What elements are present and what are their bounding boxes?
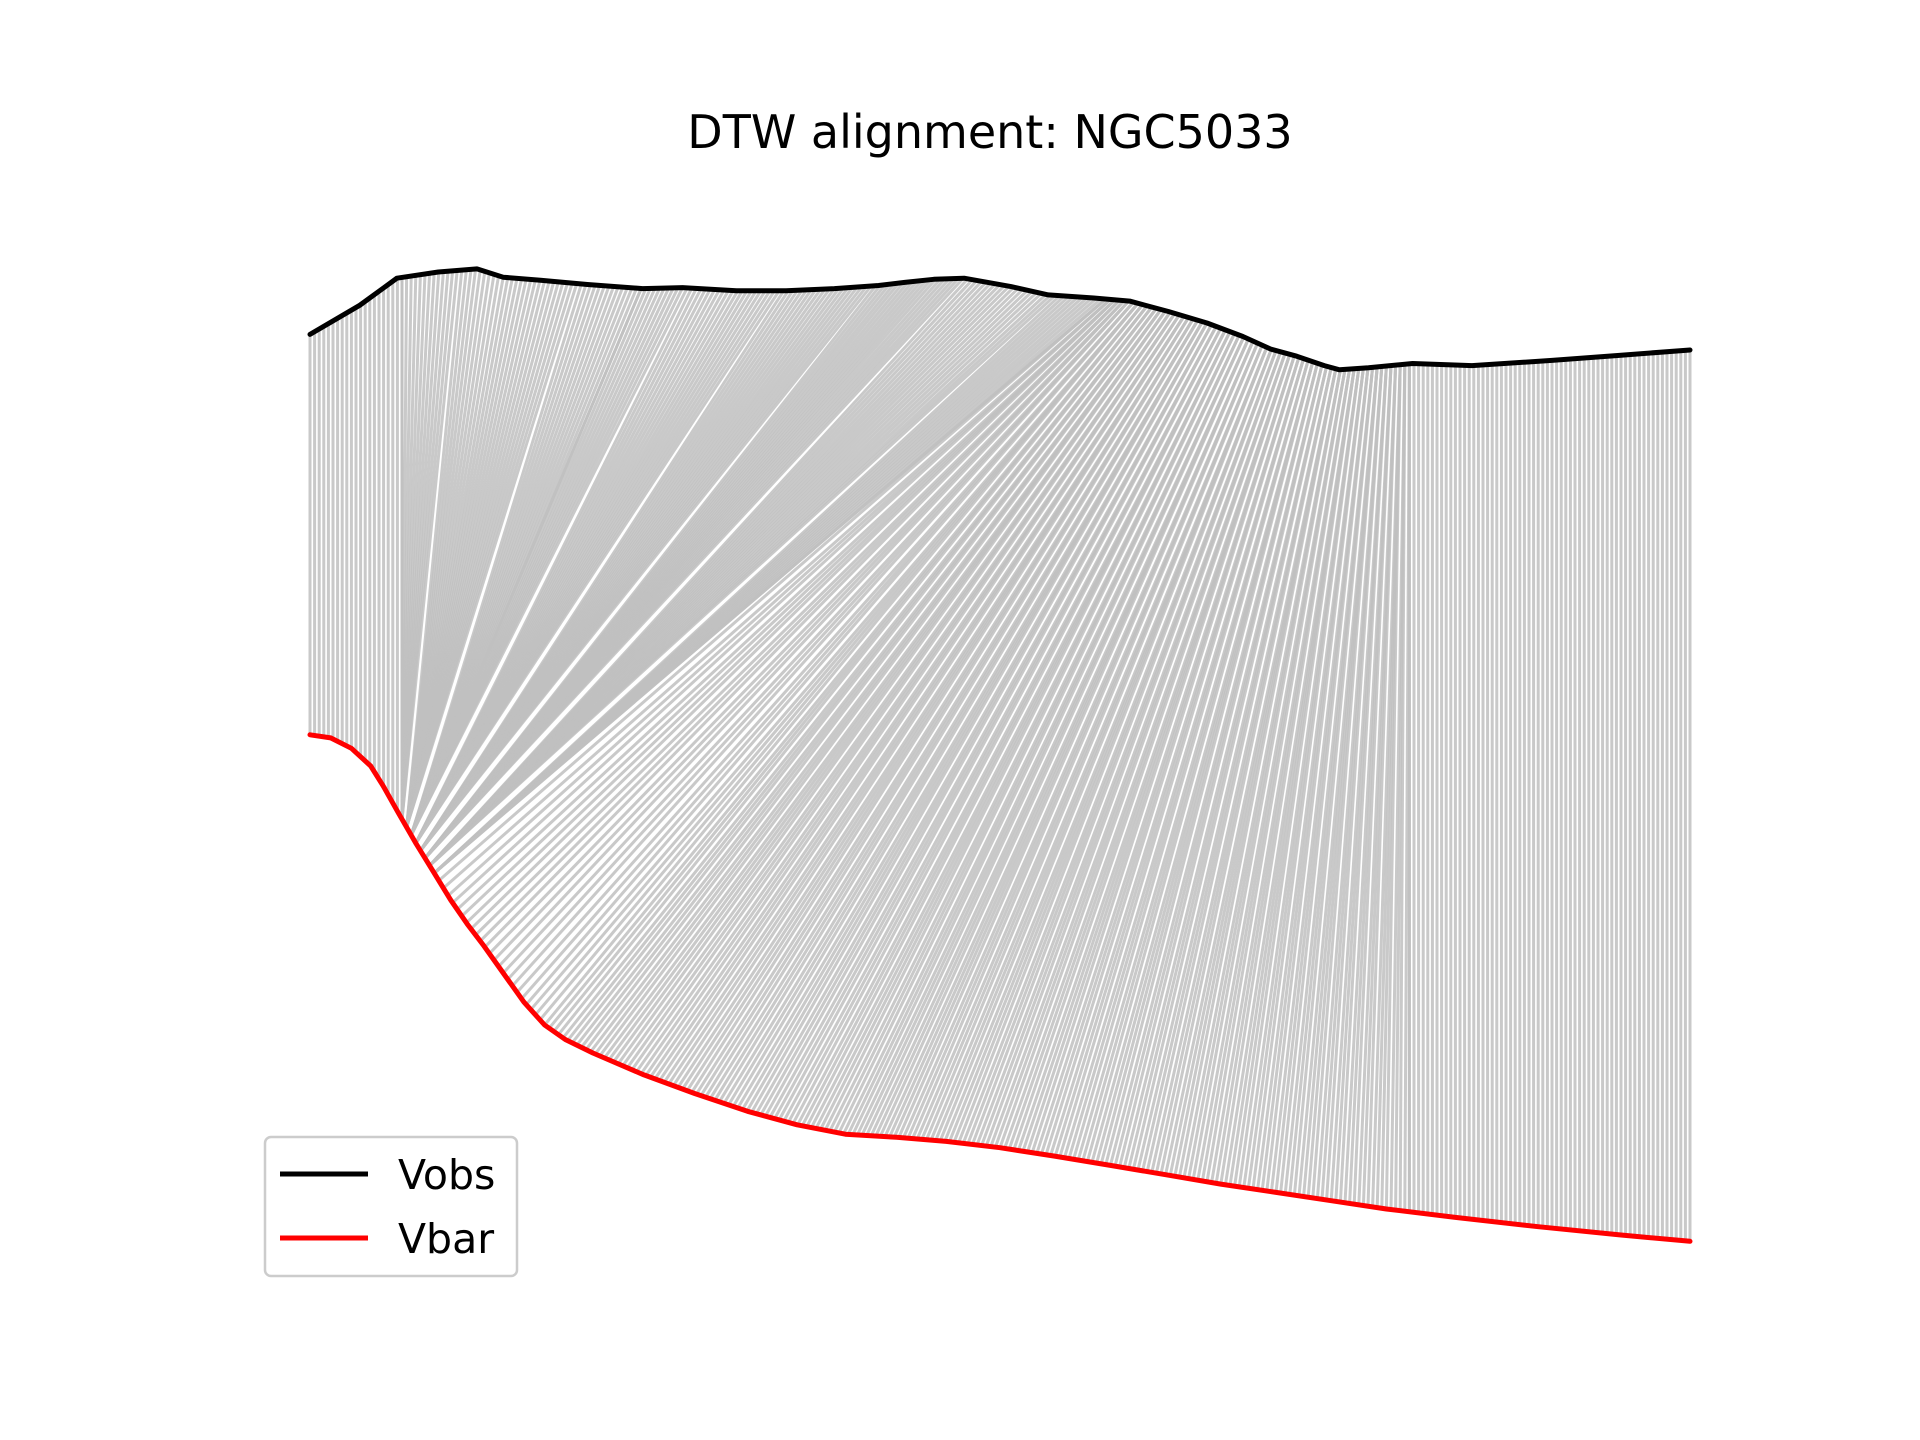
alignment-line [497,299,1126,968]
series-line-vobs [307,266,1693,373]
alignment-line [1012,352,1287,1151]
chart-title: DTW alignment: NGC5033 [687,105,1292,159]
alignment-line [777,323,1213,1121]
alignment-line [409,287,689,836]
alignment-line [630,309,1167,1071]
alignment-line [658,312,1177,1082]
series-line-vbar [307,732,1693,1244]
alignment-line [690,315,1186,1094]
alignment-line [970,348,1273,1146]
alignment-line [525,301,1135,1006]
alignment-line [469,298,1117,930]
legend-label-vbar: Vbar [398,1215,494,1263]
alignment-line [511,299,1130,987]
alignment-line [897,338,1250,1139]
alignment-line [543,302,1140,1026]
alignment-line [957,346,1269,1144]
alignment-line [731,319,1200,1108]
alignment-line [718,318,1195,1103]
alignment-line [1325,366,1384,1201]
legend-label-vobs: Vobs [398,1151,495,1199]
alignment-line [1030,353,1292,1154]
alignment-line [805,327,1223,1128]
alignment-line [837,330,1232,1134]
alignment-line [1251,368,1361,1190]
alignment-line [1384,364,1402,1210]
alignment-line [823,329,1227,1131]
alignment-line [423,277,965,860]
alignment-line [672,313,1181,1087]
alignment-line [616,308,1163,1065]
alignment-line [414,289,781,845]
alignment-line [1265,367,1365,1192]
alignment-line [1205,369,1347,1182]
alignment-line [750,320,1204,1114]
legend: Vobs Vbar [263,1135,519,1278]
alignment-line [644,311,1172,1077]
alignment-line [865,334,1241,1137]
alignment-line [1352,365,1393,1205]
alignment-line [1145,365,1329,1172]
alignment-line [1159,367,1333,1175]
alignment-lines [308,268,1692,1242]
alignment-line [428,294,1057,867]
alignment-line [419,285,873,852]
alignment-line [571,304,1149,1044]
alignment-line [1398,364,1407,1211]
alignment-line [557,303,1144,1036]
series-lines [307,266,1693,1244]
alignment-line [1191,369,1342,1180]
alignment-line [911,340,1255,1140]
alignment-line [405,283,579,828]
alignment-line [598,307,1158,1057]
alignment-line [1072,358,1306,1160]
alignment-line [1131,364,1324,1170]
alignment-line [791,325,1218,1125]
alignment-line [1279,367,1370,1194]
alignment-line [1177,368,1338,1178]
alignment-line [764,322,1209,1117]
alignment-line [1237,368,1356,1188]
alignment-line [483,299,1121,949]
alignment-line [879,336,1246,1137]
alignment-line [451,298,1112,904]
alignment-line [1058,356,1301,1158]
alignment-line [1104,361,1315,1165]
alignment-line [1366,365,1398,1207]
alignment-line [1338,365,1388,1203]
alignment-line [851,332,1236,1136]
alignment-line [984,349,1278,1147]
alignment-line [1311,366,1379,1199]
alignment-line [400,270,459,820]
alignment-line [1118,362,1319,1168]
alignment-line [584,306,1153,1051]
alignment-line [1044,355,1296,1156]
alignment-line [704,316,1190,1098]
alignment-line [1292,367,1375,1196]
alignment-line [437,297,1107,882]
alignment-line [1085,359,1310,1162]
alignment-line [925,342,1259,1141]
alignment-line [938,344,1264,1142]
alignment-line [1219,368,1352,1185]
alignment-line [998,351,1283,1149]
